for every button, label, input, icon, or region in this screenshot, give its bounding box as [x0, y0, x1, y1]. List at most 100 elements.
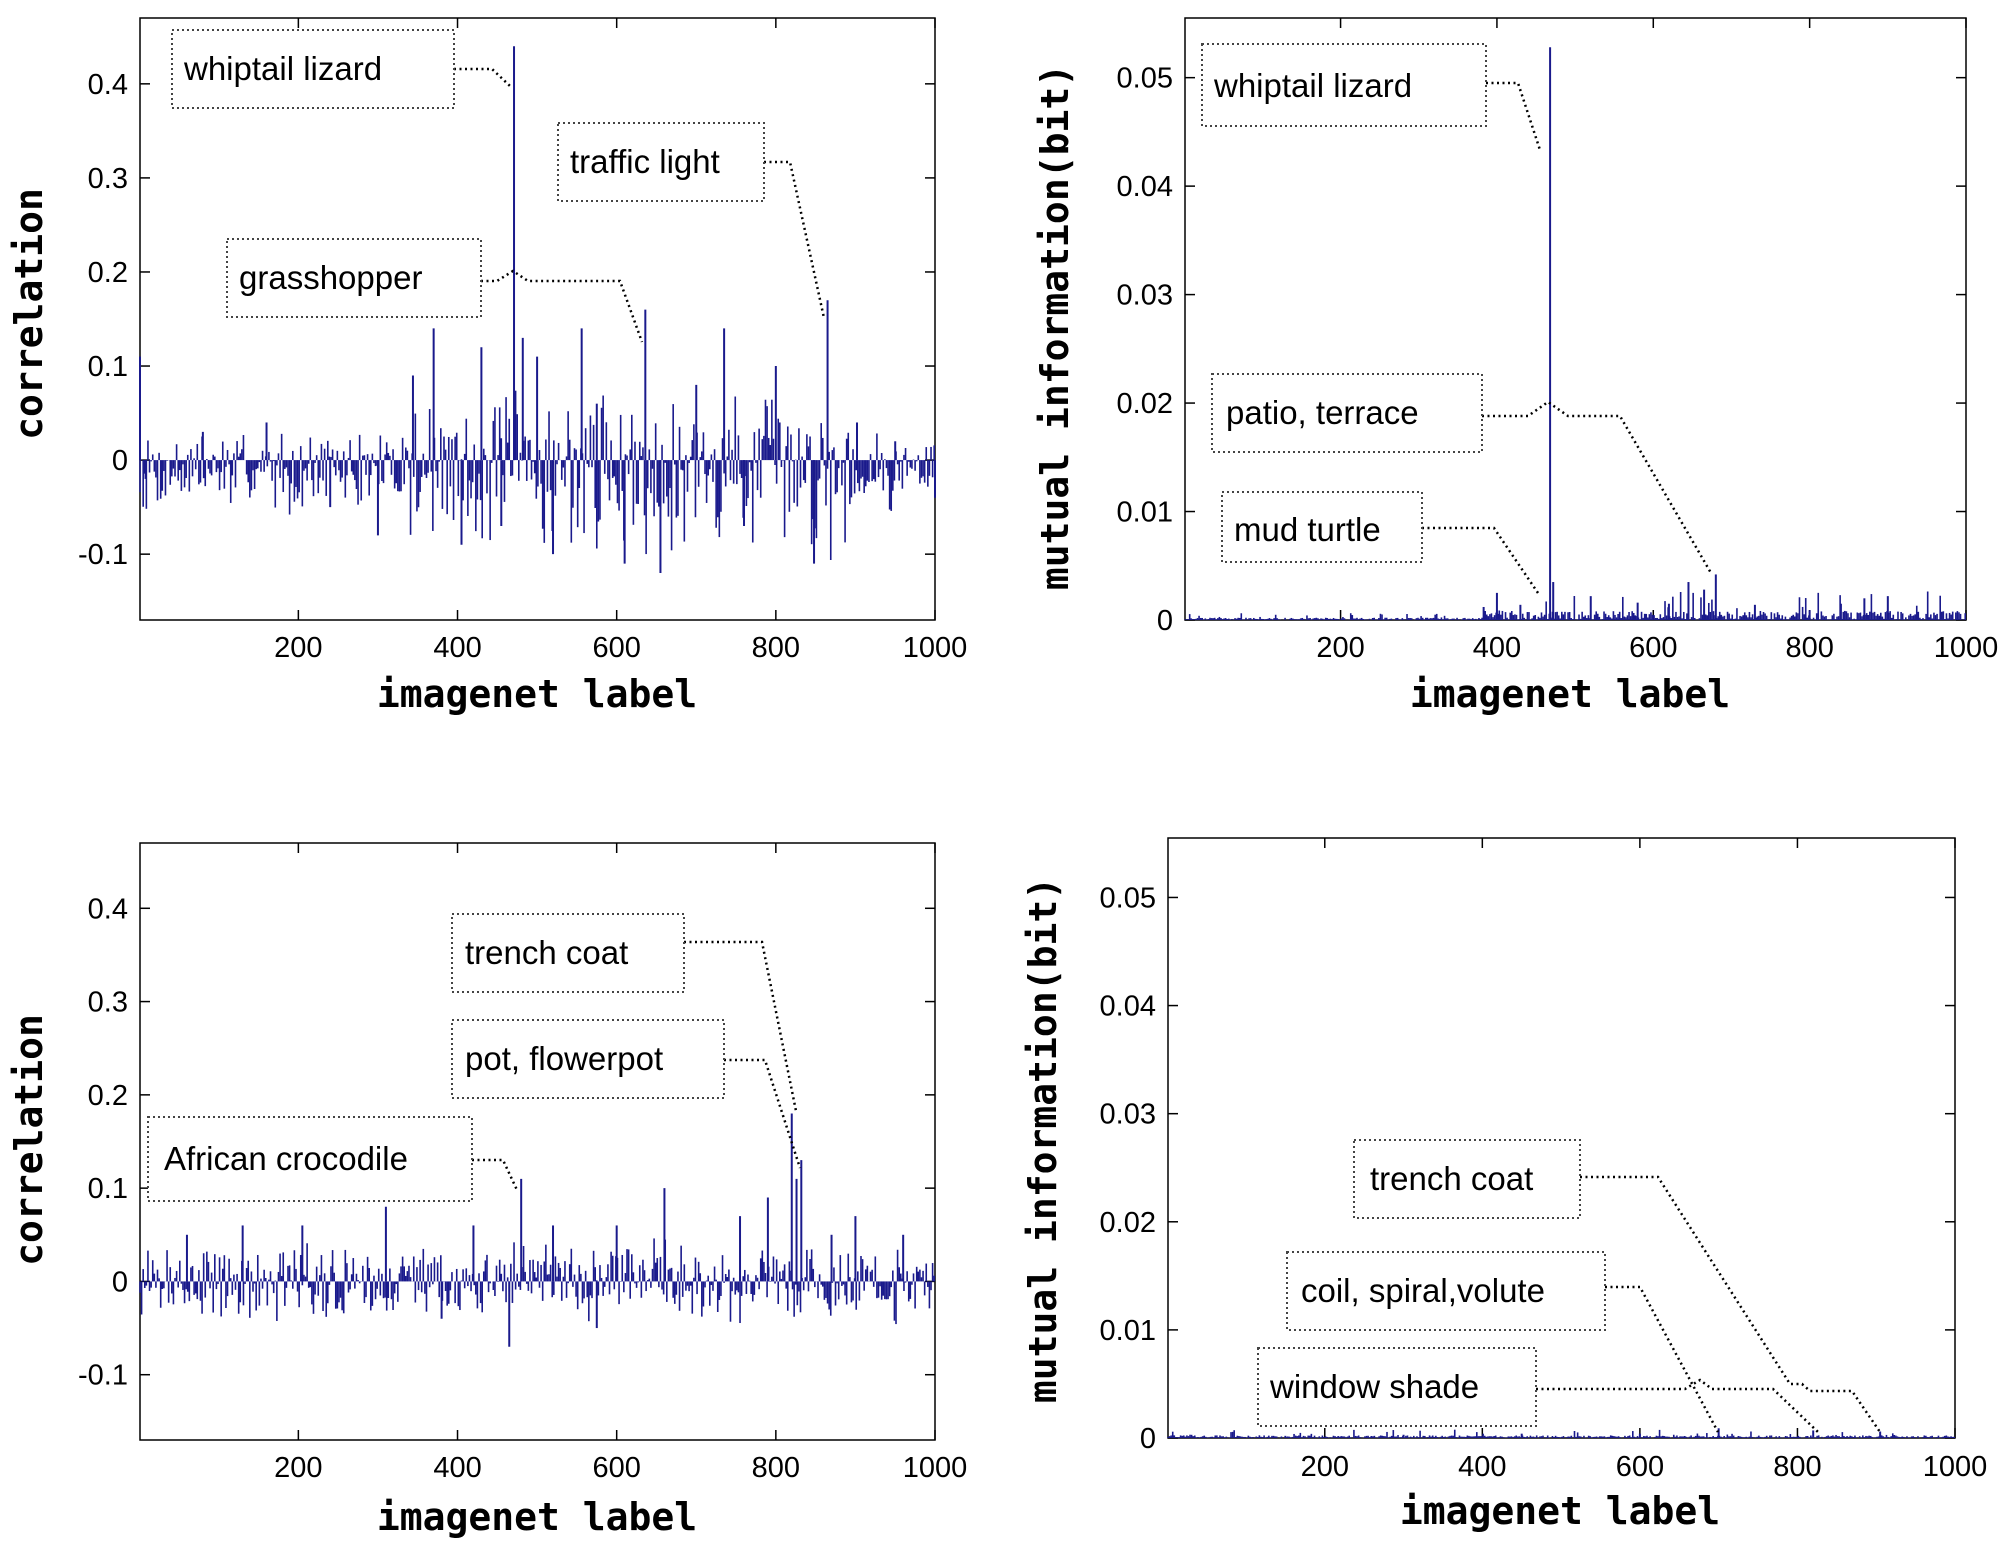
x-tick-label: 1000 — [903, 1452, 968, 1484]
annotation-box — [451, 913, 685, 993]
x-tick-label: 600 — [592, 632, 640, 664]
y-tick-label: -0.1 — [78, 539, 128, 571]
annotation-label: whiptail lizard — [183, 50, 382, 87]
y-tick-label: 0.02 — [1117, 388, 1173, 420]
x-tick-label: 800 — [1773, 1451, 1821, 1483]
x-axis-label: imagenet label — [1410, 672, 1730, 716]
x-tick-label: 600 — [1629, 632, 1677, 664]
y-tick-label: 0.3 — [88, 163, 128, 195]
chart-panel-3: -0.1 0 0.1 0.2 0.3 0.4 200 400 600 800 1000 imagene… — [7, 842, 968, 1539]
y-axis-label: mutual information(bit) — [1033, 64, 1077, 590]
annotation: whiptail lizard — [1201, 43, 1542, 151]
y-tick-label: 0.1 — [88, 1173, 128, 1205]
y-tick-label: 0.2 — [88, 1080, 128, 1112]
y-tick-label: 0.04 — [1117, 171, 1173, 203]
x-tick-label: 800 — [752, 632, 800, 664]
annotation-label: patio, terrace — [1226, 394, 1419, 431]
chart-panel-2: 0 0.01 0.02 0.03 0.04 0.05 200 400 600 800 1000 ima… — [1033, 17, 1999, 716]
annotation-leader — [764, 160, 826, 319]
x-tick-label: 600 — [1616, 1451, 1664, 1483]
y-tick-label: 0.1 — [88, 351, 128, 383]
annotation-leader — [1482, 400, 1713, 574]
annotation-leader — [1422, 526, 1540, 594]
x-axis-label: imagenet label — [377, 672, 697, 716]
annotation-label: grasshopper — [239, 259, 422, 296]
annotation-box — [1201, 43, 1487, 127]
y-tick-label: 0.05 — [1117, 63, 1173, 95]
annotation: coil, spiral,volute — [1286, 1251, 1720, 1433]
annotation-label: mud turtle — [1234, 511, 1381, 548]
x-tick-label: 200 — [1301, 1451, 1349, 1483]
y-tick-label: 0.2 — [88, 257, 128, 289]
series-bars — [1167, 1428, 1956, 1438]
annotation-box — [1221, 491, 1423, 563]
y-axis-label: mutual information(bit) — [1021, 877, 1065, 1403]
y-tick-label: 0.05 — [1100, 882, 1156, 914]
y-tick-label: 0.4 — [88, 69, 128, 101]
annotation-leader — [684, 940, 798, 1112]
annotation: window shade — [1257, 1347, 1819, 1433]
annotation-box — [226, 238, 482, 318]
annotation-leader — [1580, 1175, 1882, 1433]
x-tick-label: 200 — [274, 632, 322, 664]
x-tick-label: 600 — [592, 1452, 640, 1484]
annotation-label: trench coat — [1370, 1160, 1533, 1197]
annotation: African crocodile — [147, 1116, 519, 1202]
annotation: patio, terrace — [1211, 373, 1713, 574]
x-tick-label: 200 — [1316, 632, 1364, 664]
annotation-box — [1353, 1139, 1581, 1219]
chart-panel-1: -0.1 0 0.1 0.2 0.3 0.4 200 400 600 800 1000 imagene… — [7, 17, 968, 716]
y-tick-label: 0 — [112, 1266, 128, 1298]
y-tick-label: 0 — [1157, 605, 1173, 637]
annotation-label: trench coat — [465, 934, 628, 971]
x-tick-label: 800 — [752, 1452, 800, 1484]
x-tick-label: 400 — [1473, 632, 1521, 664]
series-bars — [1184, 47, 1967, 620]
y-tick-label: 0.01 — [1100, 1315, 1156, 1347]
y-tick-label: 0.3 — [88, 987, 128, 1019]
annotation: pot, flowerpot — [451, 1019, 802, 1169]
y-axis-label: correlation — [7, 188, 51, 440]
y-tick-label: 0.4 — [88, 893, 128, 925]
annotation-box — [1257, 1347, 1537, 1427]
plot-frame — [139, 17, 936, 621]
annotation-label: window shade — [1269, 1368, 1479, 1405]
annotation-leader — [472, 1158, 519, 1191]
annotation-label: pot, flowerpot — [465, 1040, 663, 1077]
annotation-label: whiptail lizard — [1213, 67, 1412, 104]
annotation-label: African crocodile — [164, 1140, 408, 1177]
x-tick-label: 1000 — [903, 632, 968, 664]
y-tick-label: 0.02 — [1100, 1207, 1156, 1239]
x-axis-label: imagenet label — [1400, 1489, 1720, 1533]
x-axis-label: imagenet label — [377, 1495, 697, 1539]
x-tick-label: 800 — [1785, 632, 1833, 664]
chart-panel-4: 0 0.01 0.02 0.03 0.04 0.05 200 400 600 800 1000 ima… — [1021, 837, 1987, 1533]
annotation-box — [171, 29, 455, 109]
annotation: traffic light — [557, 122, 826, 319]
annotation-box — [147, 1116, 473, 1202]
x-tick-label: 200 — [274, 1452, 322, 1484]
x-tick-label: 1000 — [1934, 632, 1999, 664]
annotation: grasshopper — [226, 238, 644, 343]
y-tick-label: -0.1 — [78, 1360, 128, 1392]
annotation-label: coil, spiral,volute — [1301, 1272, 1545, 1309]
annotation-box — [1286, 1251, 1606, 1331]
y-tick-label: 0 — [1140, 1423, 1156, 1455]
x-tick-label: 400 — [1458, 1451, 1506, 1483]
y-tick-label: 0.04 — [1100, 991, 1156, 1023]
y-axis-label: correlation — [7, 1014, 51, 1266]
y-tick-label: 0.03 — [1117, 280, 1173, 312]
annotation-leader — [481, 269, 644, 343]
x-tick-label: 400 — [433, 632, 481, 664]
annotation-label: traffic light — [570, 143, 720, 180]
series-bars — [139, 1113, 936, 1347]
annotation: whiptail lizard — [171, 29, 511, 109]
y-tick-label: 0 — [112, 445, 128, 477]
y-tick-label: 0.03 — [1100, 1099, 1156, 1131]
annotation-leader — [1536, 1378, 1819, 1433]
annotation-leader — [724, 1058, 802, 1169]
annotation: trench coat — [1353, 1139, 1882, 1433]
annotation-leader — [1605, 1285, 1720, 1433]
annotation-leader — [454, 67, 511, 87]
